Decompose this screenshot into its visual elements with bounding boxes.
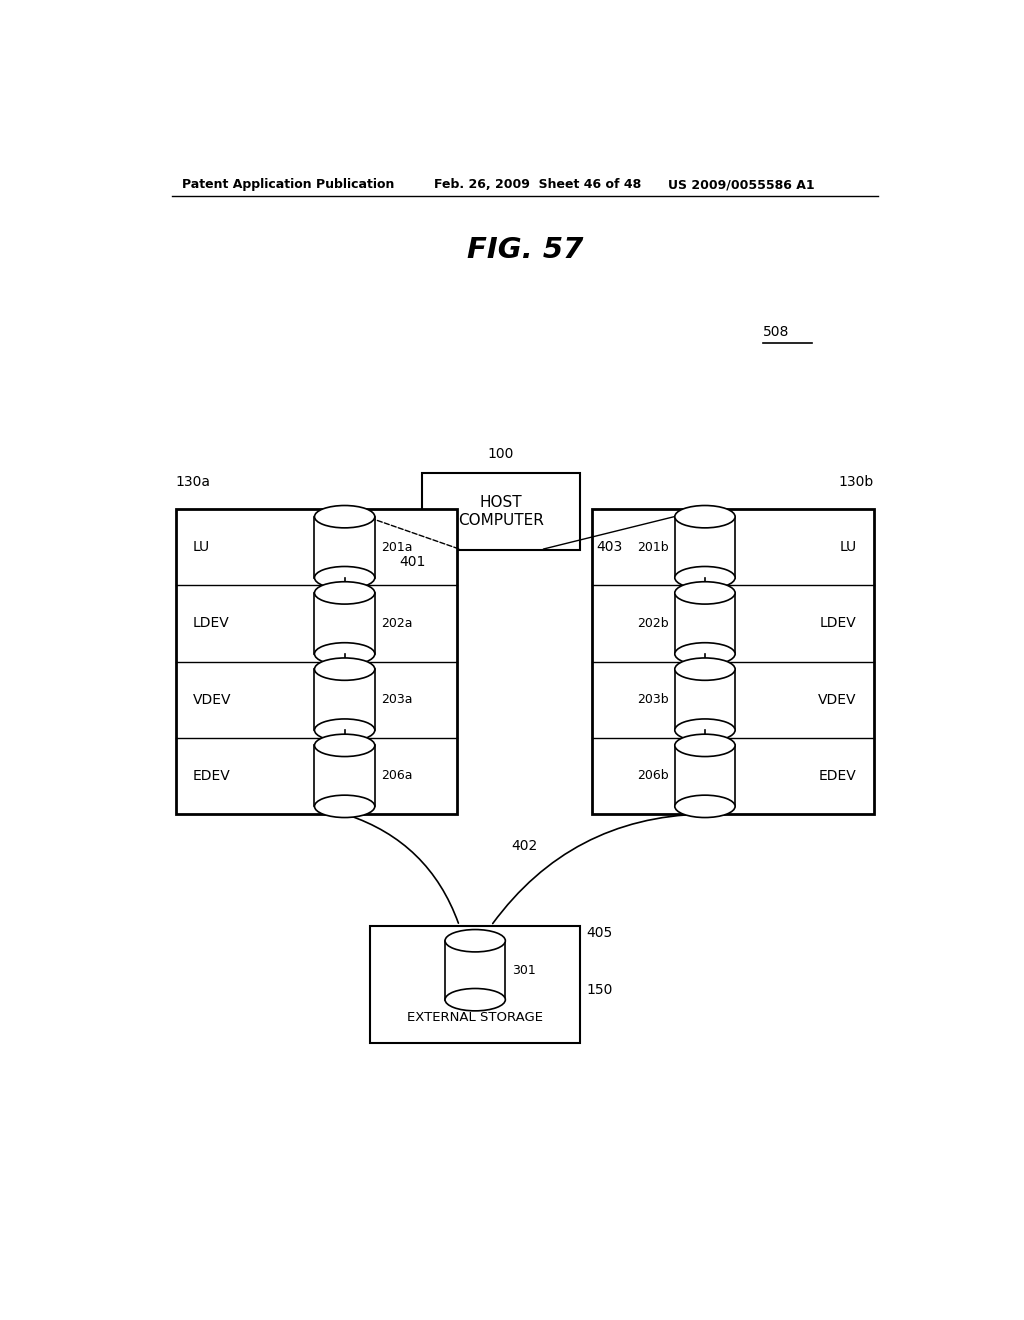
Polygon shape (675, 593, 735, 653)
Text: Feb. 26, 2009  Sheet 46 of 48: Feb. 26, 2009 Sheet 46 of 48 (433, 178, 641, 191)
Text: VDEV: VDEV (818, 693, 856, 706)
Text: 202a: 202a (381, 616, 413, 630)
Text: 402: 402 (512, 840, 538, 854)
Polygon shape (314, 746, 375, 807)
Ellipse shape (675, 506, 735, 528)
Polygon shape (675, 746, 735, 807)
Ellipse shape (675, 657, 735, 680)
Text: 130b: 130b (839, 475, 873, 488)
Bar (592, 510, 873, 814)
Polygon shape (314, 593, 375, 653)
Text: VDEV: VDEV (194, 693, 231, 706)
Ellipse shape (445, 929, 506, 952)
Ellipse shape (675, 795, 735, 817)
Ellipse shape (314, 795, 375, 817)
Text: 203b: 203b (637, 693, 669, 706)
Text: 301: 301 (512, 964, 536, 977)
Text: 201a: 201a (381, 541, 413, 553)
Text: 130a: 130a (176, 475, 211, 488)
Ellipse shape (675, 734, 735, 756)
Text: 206b: 206b (637, 770, 669, 783)
Ellipse shape (675, 566, 735, 589)
Text: 203a: 203a (381, 693, 413, 706)
Polygon shape (675, 516, 735, 578)
Text: 206a: 206a (381, 770, 413, 783)
Bar (370, 925, 581, 1043)
Ellipse shape (314, 643, 375, 665)
Ellipse shape (314, 657, 375, 680)
Text: EDEV: EDEV (819, 768, 856, 783)
Polygon shape (314, 516, 375, 578)
Text: 401: 401 (399, 554, 426, 569)
Text: US 2009/0055586 A1: US 2009/0055586 A1 (668, 178, 814, 191)
Ellipse shape (314, 506, 375, 528)
Text: LDEV: LDEV (820, 616, 856, 631)
Polygon shape (314, 669, 375, 730)
Ellipse shape (675, 643, 735, 665)
Text: LDEV: LDEV (194, 616, 229, 631)
Text: 150: 150 (587, 983, 613, 997)
Bar (422, 474, 581, 549)
Text: EXTERNAL STORAGE: EXTERNAL STORAGE (408, 1011, 543, 1024)
Bar (176, 510, 458, 814)
Text: EDEV: EDEV (194, 768, 230, 783)
Text: 508: 508 (763, 325, 790, 339)
Ellipse shape (314, 719, 375, 742)
Text: FIG. 57: FIG. 57 (467, 236, 583, 264)
Polygon shape (445, 941, 506, 999)
Text: 202b: 202b (637, 616, 669, 630)
Polygon shape (675, 669, 735, 730)
Text: 201b: 201b (637, 541, 669, 553)
Ellipse shape (314, 582, 375, 605)
Ellipse shape (314, 566, 375, 589)
Ellipse shape (314, 734, 375, 756)
Ellipse shape (675, 582, 735, 605)
Text: 405: 405 (587, 925, 613, 940)
Ellipse shape (445, 989, 506, 1011)
Text: LU: LU (840, 540, 856, 554)
Ellipse shape (675, 719, 735, 742)
Text: Patent Application Publication: Patent Application Publication (182, 178, 394, 191)
Text: HOST
COMPUTER: HOST COMPUTER (458, 495, 544, 528)
Text: 403: 403 (596, 540, 623, 553)
Text: 100: 100 (487, 447, 514, 461)
Text: LU: LU (194, 540, 210, 554)
